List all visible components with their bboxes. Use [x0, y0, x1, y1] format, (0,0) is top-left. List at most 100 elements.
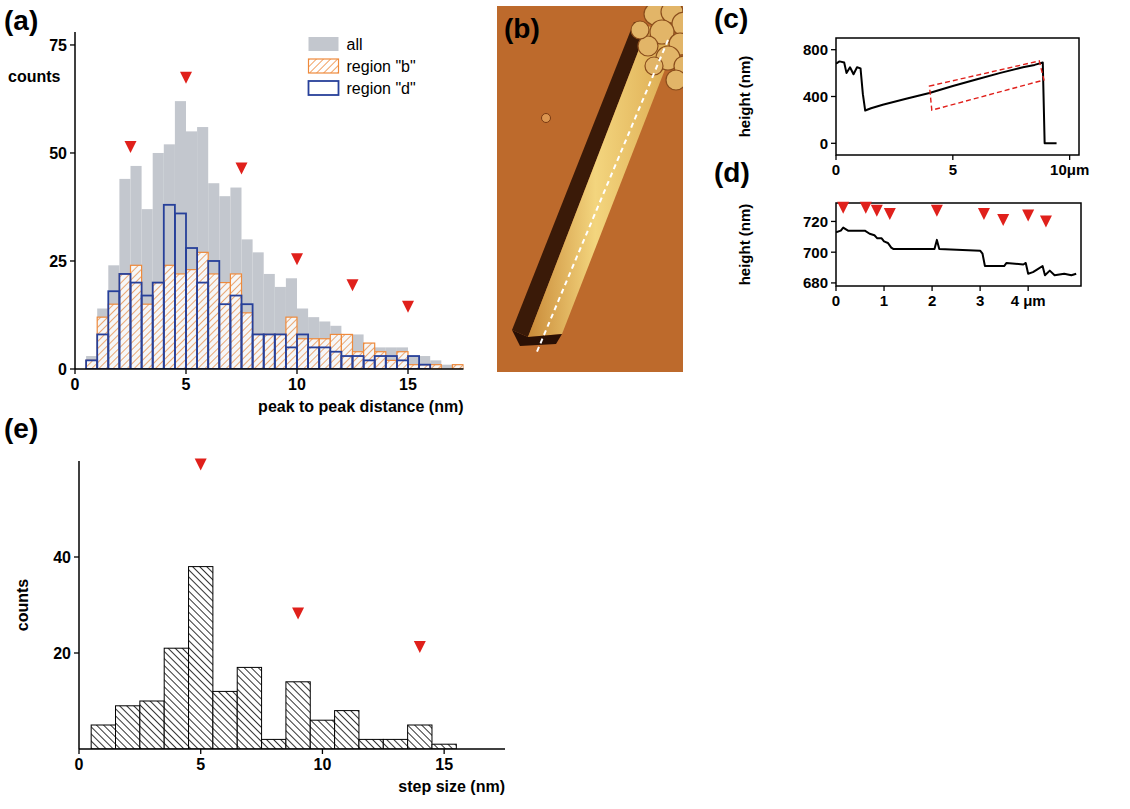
peak-marker [884, 208, 896, 220]
histogram-bar [175, 213, 186, 369]
histogram-bar [131, 283, 142, 369]
x-tick [835, 286, 836, 291]
x-tick-label: 1 [880, 292, 888, 309]
x-tick-label: 5 [196, 756, 205, 773]
histogram-bar [197, 283, 208, 369]
y-axis-title: height (nm) [736, 204, 753, 286]
histogram-bar [335, 711, 359, 749]
histogram-bar [308, 339, 319, 369]
x-tick-label: 2 [928, 292, 936, 309]
histogram-bar [142, 296, 153, 369]
y-tick [831, 96, 836, 97]
x-tick [931, 286, 932, 291]
histogram-bar [330, 352, 341, 369]
figure: 0510150255075peak to peak distance (nm)c… [0, 0, 1130, 809]
plot-frame [836, 203, 1081, 286]
y-tick-label: 720 [803, 213, 828, 230]
y-tick [831, 252, 836, 253]
peak-marker [871, 205, 883, 217]
x-tick-label: 5 [182, 376, 191, 393]
peak-marker [997, 214, 1009, 226]
histogram-bar [164, 205, 175, 369]
substrate [497, 6, 683, 372]
legend-label: region "d" [347, 80, 416, 97]
y-tick [74, 556, 79, 557]
histogram-bar [208, 183, 219, 369]
histogram-bar [197, 127, 208, 369]
histogram-bar [386, 356, 397, 369]
peak-marker [1040, 216, 1052, 228]
histogram-bar [408, 356, 419, 369]
x-tick-label: 0 [75, 756, 84, 773]
histogram-bar [230, 188, 241, 369]
histogram-bar [319, 347, 330, 369]
histogram-bar [262, 739, 286, 749]
histogram-bar [386, 347, 397, 369]
histogram-bar [142, 304, 153, 369]
y-tick [831, 221, 836, 222]
histogram-bar [330, 334, 341, 369]
y-tick [831, 49, 836, 50]
histogram-bar [86, 360, 97, 369]
histogram-bar [230, 274, 241, 369]
y-tick-label: 0 [820, 135, 828, 152]
plot-frame [836, 38, 1079, 155]
histogram-bar [264, 334, 275, 369]
plot-area [836, 61, 1057, 143]
histogram-bar [359, 739, 383, 749]
histogram-bar [242, 313, 253, 369]
histogram-bar [253, 334, 264, 369]
y-tick [74, 652, 79, 653]
histogram-bar [310, 720, 334, 749]
histogram-bar [97, 309, 108, 369]
histogram-bar [153, 283, 164, 369]
histogram-bar [186, 270, 197, 369]
histogram-bar [116, 706, 140, 749]
histogram-bar [319, 339, 330, 369]
rod-end [512, 330, 562, 346]
histogram-bar [119, 179, 130, 369]
histogram-bar [275, 334, 286, 369]
particle [542, 114, 551, 123]
histogram-bar [419, 356, 430, 369]
histogram-bar [275, 287, 286, 369]
histogram-bar [237, 667, 261, 749]
legend-label: region "b" [347, 58, 416, 75]
histogram-bar [264, 334, 275, 369]
histogram-bar [286, 317, 297, 369]
histogram-bar [308, 347, 319, 369]
histogram-bar [286, 347, 297, 369]
rod-shadow [512, 22, 648, 337]
peak-marker [402, 301, 414, 313]
profile-line [536, 40, 668, 354]
plot-area [86, 101, 463, 369]
x-tick [322, 749, 323, 754]
x-tick [1028, 286, 1029, 291]
histogram-bar [197, 252, 208, 369]
histogram-bar [286, 278, 297, 369]
peak-marker [837, 202, 849, 214]
y-axis-title: counts [8, 68, 61, 85]
x-axis [79, 748, 505, 750]
peak-marker [292, 607, 304, 619]
rod [528, 26, 678, 337]
histogram-bar [208, 261, 219, 369]
peak-marker [978, 208, 990, 220]
afm-image [497, 6, 683, 372]
histogram-bar [408, 725, 432, 749]
histogram-bar [408, 356, 419, 369]
histogram-bar [375, 352, 386, 369]
histogram-bar [308, 317, 319, 369]
histogram-bar [275, 334, 286, 369]
y-tick [831, 143, 836, 144]
line [836, 228, 1076, 276]
panel-letter: (c) [714, 3, 748, 34]
histogram-bar [242, 304, 253, 369]
histogram-bar [119, 274, 130, 369]
histogram-bar [286, 682, 310, 749]
panel-letter: (e) [4, 413, 38, 444]
x-tick [296, 369, 297, 374]
histogram-bar [230, 296, 241, 369]
y-tick [70, 44, 75, 45]
peak-marker [931, 205, 943, 217]
